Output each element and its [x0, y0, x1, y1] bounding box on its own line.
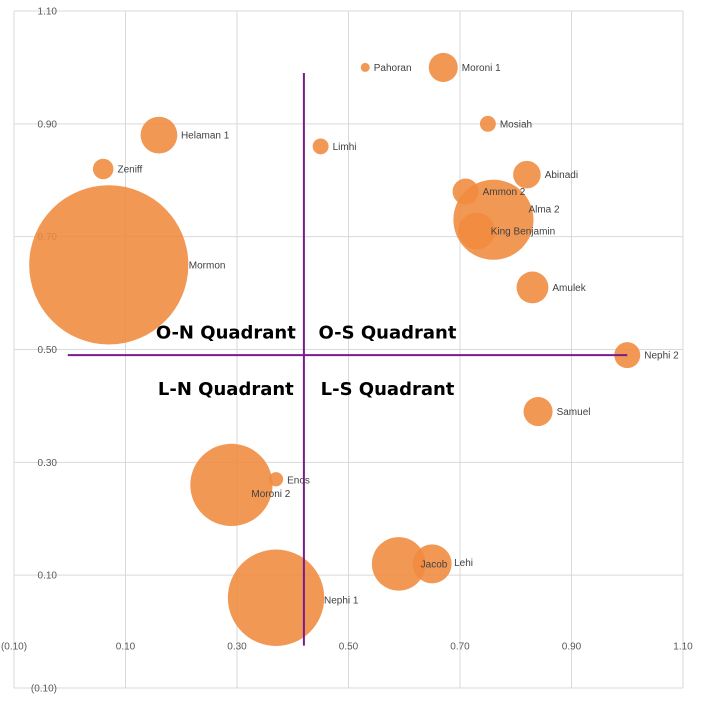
bubble-label: Pahoran	[374, 63, 412, 74]
quadrant-label: O-N Quadrant	[156, 323, 296, 344]
data-bubble	[452, 178, 479, 205]
x-tick-label: 0.50	[339, 642, 359, 653]
x-tick-label: 0.90	[562, 642, 582, 653]
y-tick-label: 0.30	[38, 458, 58, 469]
y-tick-label: (0.10)	[31, 684, 57, 695]
bubble-label: Nephi 1	[324, 596, 359, 607]
y-axis-tick-labels: (0.10)0.100.300.500.700.901.10	[31, 7, 58, 695]
bubble-layer	[29, 52, 641, 646]
quadrant-label: O-S Quadrant	[319, 323, 457, 344]
quadrant-label: L-N Quadrant	[158, 379, 294, 400]
quadrant-dividers	[67, 73, 628, 646]
x-tick-label: 0.10	[116, 642, 136, 653]
data-bubble	[428, 52, 458, 82]
bubble-label: Moroni 2	[251, 489, 290, 500]
bubble-label: Mormon	[189, 260, 226, 271]
bubble-label: King Benjamin	[491, 227, 555, 238]
data-bubble	[227, 549, 325, 646]
data-bubble	[458, 212, 496, 250]
x-tick-label: 0.70	[450, 642, 470, 653]
bubble-label-layer: Pahoran Moroni 1 Mosiah Helaman 1 Limhi Zenif…	[117, 63, 679, 607]
x-axis-tick-labels: (0.10) 0.10 0.30 0.50 0.70 0.90 1.10	[1, 642, 693, 653]
bubble-label: Nephi 2	[644, 351, 679, 362]
y-tick-label: 1.10	[38, 7, 58, 18]
bubble-label: Lehi	[454, 558, 473, 569]
bubble-label: Moroni 1	[462, 63, 501, 74]
x-tick-label: (0.10)	[1, 642, 27, 653]
y-tick-label: 0.10	[38, 571, 58, 582]
bubble-label: Zeniff	[117, 164, 142, 175]
grid-lines	[13, 10, 684, 689]
bubble-label: Amulek	[552, 283, 586, 294]
bubble-label: Helaman 1	[181, 131, 230, 142]
bubble-label: Limhi	[333, 142, 357, 153]
data-bubble	[479, 115, 496, 132]
data-bubble	[513, 160, 541, 189]
data-bubble	[523, 397, 553, 427]
data-bubble	[29, 185, 189, 345]
y-tick-label: 0.90	[38, 119, 58, 130]
data-bubble	[92, 158, 114, 180]
x-tick-label: 0.30	[227, 642, 247, 653]
data-bubble	[268, 472, 284, 487]
bubble-label: Alma 2	[528, 205, 560, 216]
x-tick-label: 1.10	[673, 642, 693, 653]
data-bubble	[190, 443, 273, 527]
bubble-label: Enos	[287, 475, 310, 486]
quadrant-label: L-S Quadrant	[321, 379, 455, 400]
data-bubble	[412, 544, 452, 584]
bubble-label: Jacob	[421, 559, 448, 570]
data-bubble	[371, 537, 426, 591]
bubble-label: Ammon 2	[483, 187, 526, 198]
quadrant-label-layer: O-N Quadrant O-S Quadrant L-N Quadrant L-S …	[156, 323, 457, 400]
data-bubble	[516, 271, 549, 304]
bubble-label: Samuel	[557, 407, 591, 418]
bubble-label: Mosiah	[500, 119, 532, 130]
data-bubble	[312, 138, 329, 155]
y-tick-label: 0.50	[38, 345, 58, 356]
bubble-label: Abinadi	[545, 170, 578, 181]
data-bubble	[140, 116, 178, 154]
data-bubble	[360, 62, 370, 72]
